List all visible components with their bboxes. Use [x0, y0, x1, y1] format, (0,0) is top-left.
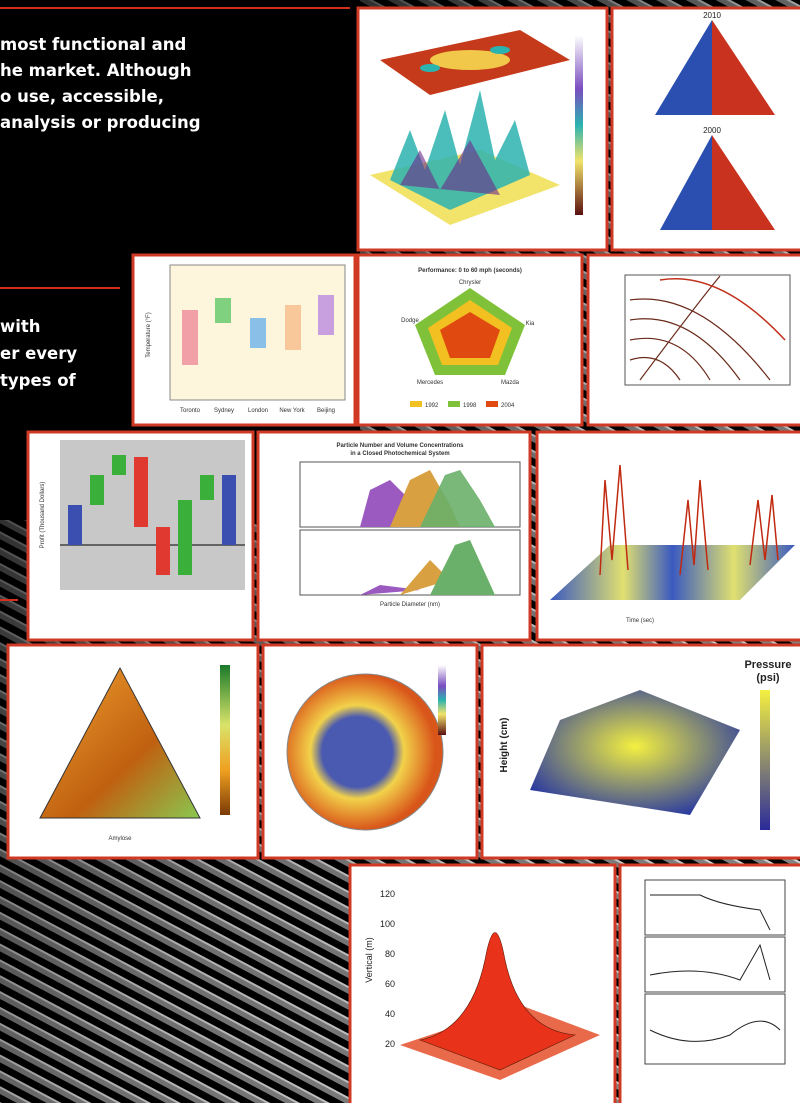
year: 2000: [703, 126, 721, 135]
decoration: [134, 457, 148, 527]
legend-label: 1992: [425, 403, 439, 409]
decoration: [287, 674, 443, 830]
decoration: [285, 305, 301, 350]
decoration: [490, 46, 510, 54]
collage: most functional and he market. Although o …: [0, 0, 800, 1103]
y-tick-label: 40: [385, 1009, 395, 1019]
x-tick-label: Sydney: [214, 408, 234, 414]
axis-label: Mazda: [501, 380, 520, 386]
axis-label: Kia: [526, 321, 535, 327]
legend-swatch: [410, 401, 422, 407]
thumb-multi-panel: [620, 865, 800, 1103]
y-tick-label: 120: [380, 889, 395, 899]
decoration: [620, 865, 800, 1103]
decoration: [760, 690, 770, 830]
decoration: [112, 455, 126, 475]
legend-label: 2004: [501, 403, 515, 409]
thumb-contour: [588, 255, 800, 425]
intro-line: analysis or producing: [0, 113, 201, 132]
thumb-waterfall: Profit (Thousand Dollars): [28, 432, 253, 640]
y-label: Vertical (m): [364, 937, 374, 983]
y-label: Profit (Thousand Dollars): [40, 482, 46, 549]
thumb-3d-waterfall: Time (sec): [537, 432, 800, 640]
decoration: [182, 310, 198, 365]
year: 2010: [703, 11, 721, 20]
thumb-pyramid: 2010 2000: [612, 8, 800, 250]
axis-label: Dodge: [401, 318, 419, 324]
decoration: [215, 298, 231, 323]
decoration: [90, 475, 104, 505]
x-label: Time (sec): [626, 618, 654, 624]
x-label: Amylose: [108, 836, 132, 842]
legend-swatch: [448, 401, 460, 407]
decoration: [60, 440, 245, 590]
axis-label: Chrysler: [459, 280, 481, 286]
decoration: [420, 64, 440, 72]
subtitle: in a Closed Photochemical System: [350, 451, 449, 457]
feature-line: er every: [0, 344, 77, 363]
decoration: [575, 35, 583, 215]
decoration: [178, 500, 192, 575]
title: Particle Number and Volume Concentration…: [337, 443, 465, 449]
legend-title: Pressure: [744, 659, 791, 671]
x-tick-label: New York: [279, 408, 305, 414]
decoration: [200, 475, 214, 500]
y-tick-label: 20: [385, 1039, 395, 1049]
x-tick-label: Beijing: [317, 408, 335, 414]
x-tick-label: London: [248, 408, 268, 414]
y-tick-label: 100: [380, 919, 395, 929]
decoration: [220, 665, 230, 815]
title: Performance: 0 to 60 mph (seconds): [418, 268, 522, 274]
intro-line: o use, accessible,: [0, 87, 164, 106]
decoration: [250, 318, 266, 348]
thumb-radar: Performance: 0 to 60 mph (seconds) Chrys…: [358, 255, 582, 425]
x-tick-label: Toronto: [180, 408, 201, 414]
decoration: [318, 295, 334, 335]
y-tick-label: 60: [385, 979, 395, 989]
thumb-polar: [263, 645, 477, 858]
legend-swatch: [486, 401, 498, 407]
thumb-particle: Particle Number and Volume Concentration…: [258, 432, 530, 640]
thumb-gaussian: Vertical (m) 20 40 60 80 100 120: [350, 865, 615, 1103]
thumb-box-plot: Temperature (°F) Toronto Sydney London New …: [133, 255, 355, 425]
x-label: Particle Diameter (nm): [380, 602, 440, 608]
intro-line: most functional and: [0, 35, 186, 54]
thumb-pressure: Pressure (psi) Height (cm): [482, 645, 800, 858]
y-tick-label: 80: [385, 949, 395, 959]
decoration: [537, 432, 800, 640]
y-label: Temperature (°F): [146, 312, 152, 357]
decoration: [222, 475, 236, 545]
feature-line: with: [0, 317, 41, 336]
thumb-3d-surface: [358, 8, 607, 250]
feature-line: types of: [0, 371, 77, 390]
decoration: [258, 432, 530, 640]
axis-label: Mercedes: [417, 380, 443, 386]
intro-line: he market. Although: [0, 61, 191, 80]
z-label: Height (cm): [499, 718, 510, 773]
decoration: [156, 527, 170, 575]
legend-label: 1998: [463, 403, 477, 409]
decoration: [438, 665, 446, 735]
thumb-ternary: Amylose: [8, 645, 258, 858]
decoration: [68, 505, 82, 545]
legend-title: (psi): [756, 672, 780, 684]
